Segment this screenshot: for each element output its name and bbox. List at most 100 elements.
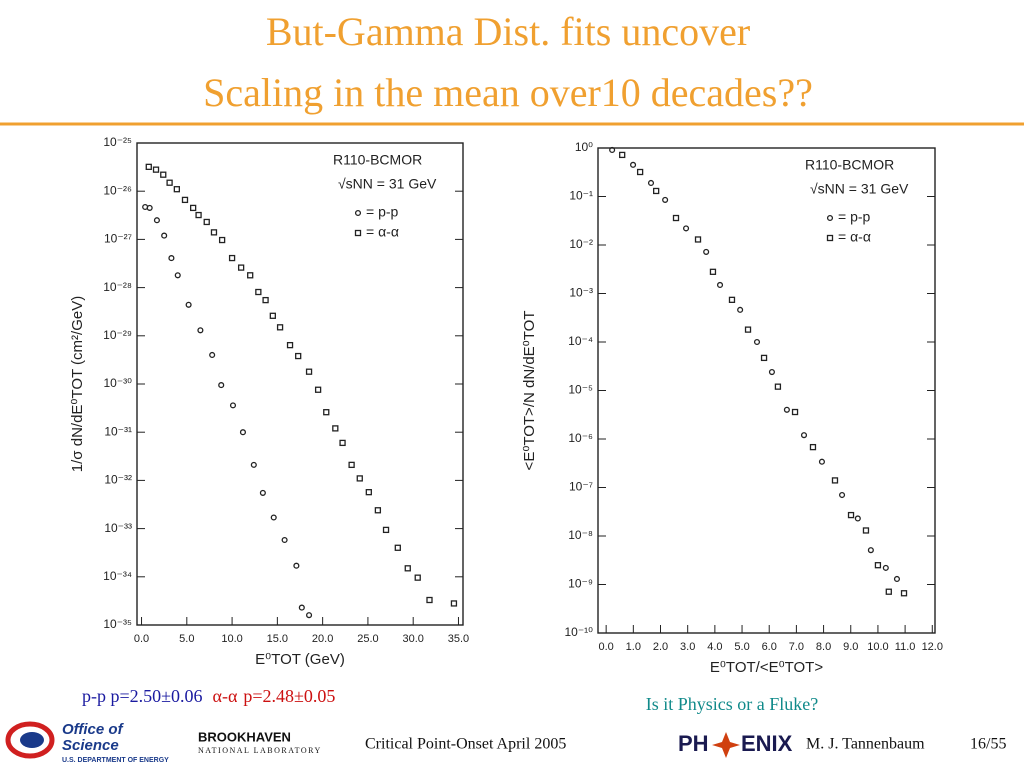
marker: [394, 544, 401, 551]
doe-logo: Office of Science U.S. DEPARTMENT OF ENE…: [5, 721, 169, 764]
y-tick-label: 10⁻²⁸: [103, 280, 132, 294]
marker: [168, 255, 175, 262]
y-tick-label: 10⁻⁴: [568, 334, 593, 348]
marker: [728, 296, 736, 303]
marker: [672, 214, 680, 222]
phenix-text: PH: [678, 731, 709, 756]
x-tick-label: 15.0: [267, 633, 288, 645]
annotation: √sNN = 31 GeV: [810, 181, 909, 197]
marker: [768, 369, 775, 376]
marker: [636, 168, 644, 176]
marker: [900, 590, 908, 597]
y-tick-label: 10⁻²⁷: [104, 232, 132, 246]
marker: [683, 225, 690, 232]
x-tick-label: 30.0: [402, 633, 423, 645]
legend-label: = α-α: [838, 229, 871, 245]
legend-label: = α-α: [366, 224, 399, 240]
marker: [293, 562, 300, 569]
title-line: Scaling in the mean over10 decades??: [203, 70, 813, 115]
marker: [269, 312, 276, 319]
marker: [160, 171, 167, 178]
x-tick-label: 10.0: [867, 641, 888, 653]
marker: [228, 254, 236, 262]
marker: [404, 565, 411, 572]
x-tick-label: 0.0: [134, 633, 149, 645]
fit-note-pp: p-p p=2.50±0.06: [82, 686, 203, 706]
marker: [818, 458, 825, 465]
y-tick-label: 10⁻⁸: [568, 528, 593, 542]
marker: [174, 272, 181, 279]
marker: [262, 296, 269, 304]
charts: 10⁻²⁵ 10⁻²⁶ 10⁻²⁷ 10⁻²⁸ 10⁻²⁹ 10⁻³⁰ 10⁻³¹ 10⁻³²…: [69, 135, 943, 676]
x-tick-label: 5.0: [179, 633, 194, 645]
marker: [276, 324, 284, 331]
footer-center: Critical Point-Onset April 2005: [365, 736, 566, 753]
y-tick-label: 10⁻³⁴: [103, 569, 132, 583]
x-tick-label: 5.0: [734, 641, 749, 653]
x-tick-label: 1.0: [626, 641, 641, 653]
x-tick-label: 3.0: [680, 641, 695, 653]
y-tick-label: 10⁻³: [569, 286, 593, 300]
marker: [295, 352, 302, 360]
marker: [694, 236, 702, 243]
y-tick-label: 10⁻²⁹: [103, 328, 132, 342]
plot-frame: [136, 142, 464, 626]
marker: [703, 248, 710, 255]
marker: [247, 272, 254, 279]
marker: [185, 301, 192, 308]
title-line: But-Gamma Dist. fits uncover: [266, 9, 750, 54]
marker: [229, 402, 237, 409]
y-tick-label: 10⁻⁶: [568, 431, 593, 445]
y-tick-label: 10⁻³²: [104, 473, 132, 487]
x-tick-label: 4.0: [707, 641, 722, 653]
chart: 10⁰ 10⁻¹ 10⁻² 10⁻³ 10⁻⁴ 10⁻⁵ 10⁻⁶ 10⁻⁷ 10⁻⁸ 10⁻⁹ 1…: [521, 140, 943, 676]
x-tick-label: 2.0: [653, 641, 668, 653]
y-tick-label: 10⁻²⁶: [103, 183, 132, 197]
marker: [653, 187, 660, 195]
marker: [152, 166, 160, 173]
marker: [218, 236, 226, 244]
marker: [166, 179, 173, 186]
marker: [323, 409, 330, 416]
marker: [354, 229, 362, 237]
x-tick-label: 6.0: [762, 641, 777, 653]
question: Is it Physics or a Fluke?: [646, 694, 819, 714]
y-tick-label: 10⁻²⁵: [103, 135, 132, 149]
y-axis-label: 1/σ dN/dE⁰TOT (cm²/GeV): [69, 296, 86, 472]
x-axis-label: E⁰TOT (GeV): [255, 651, 345, 668]
footer-page: 16/55: [970, 736, 1006, 753]
marker: [218, 382, 225, 389]
x-tick-label: 9.0: [843, 641, 858, 653]
marker: [783, 406, 790, 413]
bnl-text: NATIONAL LABORATORY: [198, 746, 322, 755]
marker: [356, 475, 363, 482]
fit-note: p-p p=2.50±0.06 α-α p=2.48±0.05: [82, 686, 335, 706]
plot-frame: [597, 147, 936, 634]
marker: [374, 507, 382, 514]
marker: [146, 204, 153, 211]
marker: [847, 511, 855, 519]
y-tick-label: 10⁻³⁵: [103, 617, 132, 631]
marker: [893, 575, 901, 583]
marker: [867, 547, 874, 554]
marker: [854, 515, 861, 522]
marker: [197, 327, 204, 334]
marker: [255, 288, 262, 296]
y-tick-label: 10⁻⁵: [568, 383, 593, 397]
marker: [145, 163, 152, 171]
marker: [774, 383, 782, 390]
chart: 10⁻²⁵ 10⁻²⁶ 10⁻²⁷ 10⁻²⁸ 10⁻²⁹ 10⁻³⁰ 10⁻³¹ 10⁻³²…: [69, 135, 469, 668]
marker: [647, 179, 655, 187]
marker: [210, 229, 218, 236]
phenix-logo: PH ENIX: [678, 731, 793, 758]
marker: [239, 429, 247, 436]
marker: [195, 211, 202, 219]
marker: [414, 574, 421, 581]
bnl-text: BROOKHAVEN: [198, 729, 291, 744]
y-tick-label: 10⁰: [575, 140, 593, 154]
marker: [826, 214, 834, 222]
footer-author: M. J. Tannenbaum: [806, 736, 925, 753]
marker: [662, 196, 669, 203]
marker: [314, 386, 322, 393]
